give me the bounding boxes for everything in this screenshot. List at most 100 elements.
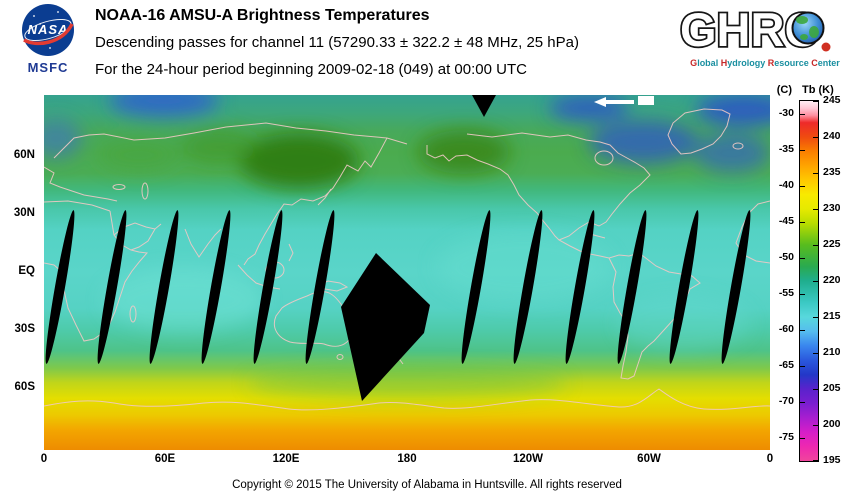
swath-gap: [253, 210, 283, 364]
ghrc-tagline-capital: R: [767, 58, 775, 68]
kelvin-tick-mark: [813, 209, 818, 210]
swath-gap: [721, 210, 751, 364]
colorbar: [799, 100, 819, 462]
celsius-tick-mark: [800, 438, 805, 439]
x-tick-label: 60W: [637, 453, 661, 465]
page-title: NOAA-16 AMSU-A Brightness Temperatures: [95, 7, 430, 24]
nasa-wordmark: NASA: [28, 22, 69, 37]
kelvin-tick-label: 210: [823, 346, 841, 358]
swath-gap: [305, 210, 335, 364]
kelvin-tick-mark: [813, 353, 818, 354]
celsius-tick-label: -55: [778, 287, 794, 299]
copyright-line: Copyright © 2015 The University of Alaba…: [232, 479, 622, 491]
kelvin-tick-mark: [813, 101, 818, 102]
x-tick-label: 120W: [512, 453, 544, 465]
kelvin-tick-mark: [813, 425, 818, 426]
kelvin-tick-mark: [813, 245, 818, 246]
nasa-swoosh: [23, 23, 74, 46]
celsius-tick-label: -45: [778, 215, 794, 227]
kelvin-tick-mark: [813, 460, 818, 461]
kelvin-tick-label: 195: [823, 454, 841, 466]
latitude-axis: 60N 30N EQ 30S 60S: [0, 95, 40, 450]
celsius-tick-label: -60: [778, 323, 794, 335]
kelvin-tick-mark: [813, 317, 818, 318]
kelvin-tick-label: 240: [823, 130, 841, 142]
top-data-gap: [472, 95, 496, 117]
ghrc-tagline-capital: H: [720, 58, 728, 68]
temperature-anomaly-blobs: [30, 85, 792, 399]
x-tick-label: 0: [40, 453, 48, 465]
kelvin-tick-label: 200: [823, 418, 841, 430]
y-tick-label: 60N: [13, 149, 35, 161]
celsius-tick-label: -65: [778, 359, 794, 371]
swath-gap: [201, 210, 231, 364]
x-tick-label: 120E: [272, 453, 300, 465]
msfc-label: MSFC: [27, 60, 69, 75]
ghrc-tagline-word: Hydrology: [720, 58, 766, 68]
data-gap-swaths: [45, 95, 803, 401]
kelvin-tick-label: 245: [823, 94, 841, 106]
swath-gap: [461, 210, 491, 364]
ghrc-globe-icon: [791, 11, 825, 45]
ghrc-tagline-word: Center: [811, 58, 840, 68]
swath-gap: [513, 210, 543, 364]
swath-gap: [45, 210, 75, 364]
ghrc-tagline-word: Resource: [767, 58, 809, 68]
celsius-tick-label: -35: [778, 143, 794, 155]
y-tick-label: 30S: [14, 323, 35, 335]
celsius-tick-mark: [800, 330, 805, 331]
celsius-tick-mark: [800, 366, 805, 367]
celsius-tick-mark: [800, 258, 805, 259]
x-tick-label: 0: [766, 453, 774, 465]
channel-subtitle: Descending passes for channel 11 (57290.…: [95, 34, 579, 51]
swath-gap: [617, 210, 647, 364]
x-tick-label: 60E: [154, 453, 176, 465]
kelvin-tick-mark: [813, 281, 818, 282]
nasa-logo-icon: NASA: [8, 2, 88, 60]
ghrc-logo-svg: GHRC: [678, 1, 831, 58]
longitude-axis: 0 60E 120E 180 120W 60W 0: [40, 451, 774, 467]
celsius-tick-label: -70: [778, 395, 794, 407]
large-data-gap: [341, 253, 430, 401]
colorbar-kelvin-header: Tb (K): [802, 84, 834, 96]
celsius-tick-mark: [800, 150, 805, 151]
celsius-tick-label: -75: [778, 431, 794, 443]
celsius-tick-mark: [800, 222, 805, 223]
swath-gap: [149, 210, 179, 364]
ghrc-tagline: Global Hydrology Resource Center: [678, 58, 852, 68]
colorbar-celsius-labels: -30 -35 -40 -45 -50 -55 -60 -65 -70 -75: [756, 100, 794, 462]
kelvin-tick-label: 225: [823, 238, 841, 250]
ghrc-tagline-capital: C: [811, 58, 818, 68]
colorbar-kelvin-labels: 245 240 235 230 225 220 215 210 205 200 195: [823, 94, 853, 466]
map-raster: [30, 85, 803, 450]
kelvin-tick-label: 205: [823, 382, 841, 394]
ghrc-red-dot: [821, 42, 831, 52]
kelvin-tick-mark: [813, 389, 818, 390]
nasa-orbit: [24, 18, 72, 42]
y-tick-label: EQ: [18, 265, 35, 277]
ghrc-tagline-word: Global: [690, 58, 719, 68]
kelvin-tick-label: 215: [823, 310, 841, 322]
celsius-tick-label: -50: [778, 251, 794, 263]
kelvin-tick-label: 220: [823, 274, 841, 286]
celsius-tick-mark: [800, 294, 805, 295]
celsius-tick-label: -40: [778, 179, 794, 191]
kelvin-tick-label: 235: [823, 166, 841, 178]
y-tick-label: 60S: [14, 381, 35, 393]
kelvin-tick-mark: [813, 173, 818, 174]
celsius-tick-label: -30: [778, 107, 794, 119]
swath-gap: [669, 210, 699, 364]
swath-gap: [565, 210, 595, 364]
kelvin-tick-label: 230: [823, 202, 841, 214]
ghrc-tagline-capital: G: [690, 58, 698, 68]
brightness-temperature-map: [30, 85, 803, 450]
kelvin-tick-mark: [813, 137, 818, 138]
x-tick-label: 180: [397, 453, 417, 465]
y-tick-label: 30N: [13, 207, 35, 219]
arrow-artifact-icon: [594, 96, 654, 107]
colorbar-celsius-header: (C): [776, 84, 792, 96]
swath-gap: [97, 210, 127, 364]
ghrc-logo-icon: GHRC: [678, 1, 852, 58]
celsius-tick-mark: [800, 402, 805, 403]
